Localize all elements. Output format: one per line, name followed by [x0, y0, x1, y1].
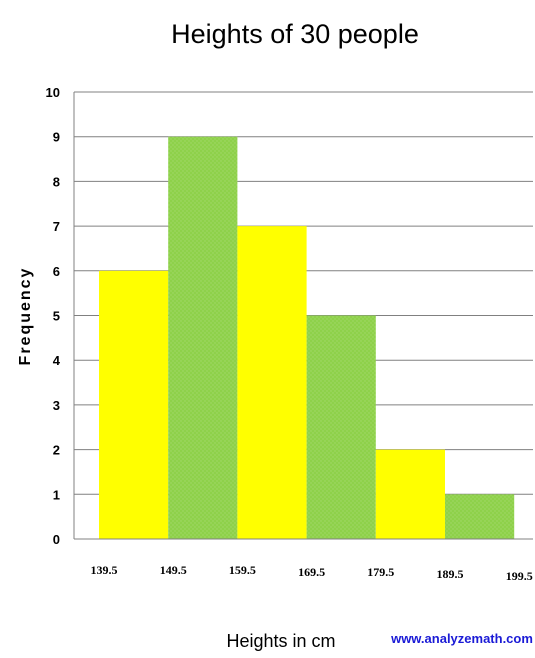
bars — [99, 136, 515, 539]
histogram-bar — [237, 226, 307, 539]
y-tick-label: 1 — [53, 487, 60, 502]
y-tick-label: 5 — [53, 309, 60, 324]
x-tick-label: 189.5 — [437, 567, 464, 581]
y-tick-label: 4 — [53, 353, 61, 368]
credit-link[interactable]: www.analyzemath.com — [390, 631, 533, 646]
y-tick-label: 6 — [53, 264, 60, 279]
x-axis-label: Heights in cm — [226, 631, 335, 651]
bar-texture — [306, 315, 376, 539]
x-tick-labels: 139.5 149.5 159.5 169.5 179.5 189.5 199.5 — [91, 563, 533, 583]
y-tick-label: 9 — [53, 130, 60, 145]
axes — [73, 92, 533, 540]
y-tick-labels: 0 1 2 3 4 5 6 7 8 9 10 — [46, 85, 61, 547]
chart-title: Heights of 30 people — [171, 19, 419, 49]
histogram-bar — [375, 449, 445, 539]
x-tick-label: 179.5 — [367, 565, 394, 579]
x-tick-label: 159.5 — [229, 563, 256, 577]
x-tick-label: 139.5 — [91, 563, 118, 577]
x-tick-label: 169.5 — [298, 565, 325, 579]
y-tick-label: 3 — [53, 398, 60, 413]
y-tick-label: 0 — [53, 532, 60, 547]
y-tick-label: 7 — [53, 219, 60, 234]
histogram-bar — [99, 270, 169, 539]
x-tick-label: 199.5 — [506, 569, 533, 583]
bar-texture — [168, 136, 238, 539]
y-tick-label: 10 — [46, 85, 60, 100]
y-tick-label: 2 — [53, 443, 60, 458]
x-tick-label: 149.5 — [160, 563, 187, 577]
y-axis-label: Frequency — [17, 267, 34, 366]
y-tick-label: 8 — [53, 174, 60, 189]
bar-texture — [445, 494, 515, 539]
